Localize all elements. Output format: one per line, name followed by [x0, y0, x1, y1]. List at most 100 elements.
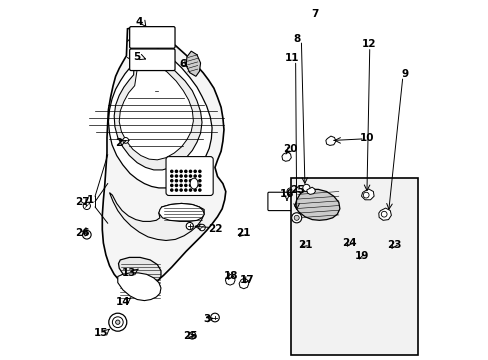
Text: 4: 4: [135, 17, 143, 27]
Circle shape: [175, 175, 177, 177]
Text: 11: 11: [284, 53, 299, 63]
Circle shape: [194, 184, 196, 186]
Text: 14: 14: [115, 297, 130, 307]
Circle shape: [189, 170, 191, 172]
Circle shape: [199, 224, 205, 231]
Circle shape: [170, 180, 172, 182]
Polygon shape: [119, 60, 193, 160]
Text: 24: 24: [342, 238, 356, 248]
Polygon shape: [361, 189, 373, 200]
Circle shape: [175, 189, 177, 191]
Circle shape: [199, 189, 201, 191]
Circle shape: [184, 170, 186, 172]
Circle shape: [363, 192, 368, 198]
Circle shape: [180, 180, 182, 182]
Text: 10: 10: [359, 132, 373, 143]
Circle shape: [199, 175, 201, 177]
Text: 18: 18: [223, 271, 238, 282]
Circle shape: [199, 180, 201, 182]
Text: 9: 9: [400, 69, 407, 79]
Polygon shape: [108, 40, 212, 188]
Text: 8: 8: [292, 34, 300, 44]
Text: 21: 21: [236, 228, 250, 238]
Polygon shape: [109, 193, 204, 240]
Circle shape: [286, 188, 294, 195]
Circle shape: [194, 189, 196, 191]
Text: 6: 6: [179, 59, 186, 69]
Circle shape: [194, 180, 196, 182]
Bar: [290, 178, 418, 355]
Circle shape: [194, 175, 196, 177]
Circle shape: [294, 215, 299, 220]
Circle shape: [355, 256, 362, 263]
Polygon shape: [114, 50, 202, 170]
Circle shape: [170, 170, 172, 172]
Text: 15: 15: [94, 328, 108, 338]
Text: 19: 19: [354, 251, 368, 261]
Circle shape: [112, 317, 123, 328]
Circle shape: [189, 180, 191, 182]
Circle shape: [194, 170, 196, 172]
Text: 27: 27: [75, 197, 90, 207]
Circle shape: [184, 180, 186, 182]
Text: 5: 5: [133, 52, 141, 62]
Text: 17: 17: [240, 275, 254, 285]
Text: 23: 23: [386, 240, 401, 250]
Circle shape: [170, 175, 172, 177]
Polygon shape: [295, 242, 305, 252]
Circle shape: [184, 189, 186, 191]
Text: 16: 16: [279, 189, 294, 199]
Circle shape: [175, 180, 177, 182]
Circle shape: [122, 138, 128, 143]
Polygon shape: [118, 273, 161, 301]
Circle shape: [381, 211, 386, 217]
Text: 25: 25: [183, 330, 197, 341]
Circle shape: [180, 175, 182, 177]
Text: 3: 3: [203, 314, 210, 324]
Circle shape: [189, 175, 191, 177]
Circle shape: [199, 184, 201, 186]
FancyBboxPatch shape: [166, 157, 213, 195]
Polygon shape: [294, 189, 339, 220]
Text: 7: 7: [310, 9, 318, 19]
Polygon shape: [306, 187, 315, 194]
Text: 26: 26: [75, 228, 90, 238]
Circle shape: [184, 184, 186, 186]
Circle shape: [83, 202, 90, 210]
Circle shape: [180, 170, 182, 172]
Circle shape: [175, 184, 177, 186]
Circle shape: [170, 189, 172, 191]
Circle shape: [82, 230, 91, 239]
Circle shape: [302, 184, 309, 192]
Text: 1: 1: [86, 195, 94, 205]
Text: 22: 22: [207, 224, 222, 234]
Polygon shape: [225, 274, 235, 285]
Polygon shape: [239, 278, 248, 289]
Polygon shape: [186, 51, 200, 76]
Text: 20: 20: [283, 144, 297, 154]
Polygon shape: [118, 257, 161, 286]
Circle shape: [291, 213, 301, 223]
Text: 13: 13: [121, 268, 136, 278]
Text: 21: 21: [297, 240, 312, 250]
Text: 12: 12: [361, 39, 375, 49]
FancyBboxPatch shape: [129, 27, 175, 48]
Polygon shape: [282, 152, 291, 161]
Polygon shape: [325, 136, 335, 145]
Circle shape: [210, 313, 219, 322]
Circle shape: [184, 175, 186, 177]
Text: 2: 2: [115, 138, 122, 148]
Circle shape: [180, 184, 182, 186]
Circle shape: [188, 332, 196, 339]
Circle shape: [170, 184, 172, 186]
Polygon shape: [102, 27, 225, 289]
Text: 25: 25: [290, 185, 305, 195]
FancyBboxPatch shape: [129, 49, 175, 71]
Circle shape: [186, 222, 193, 230]
Ellipse shape: [190, 178, 198, 189]
Polygon shape: [159, 203, 204, 221]
Polygon shape: [386, 246, 400, 258]
Polygon shape: [343, 241, 353, 253]
Circle shape: [175, 170, 177, 172]
Polygon shape: [378, 208, 390, 220]
